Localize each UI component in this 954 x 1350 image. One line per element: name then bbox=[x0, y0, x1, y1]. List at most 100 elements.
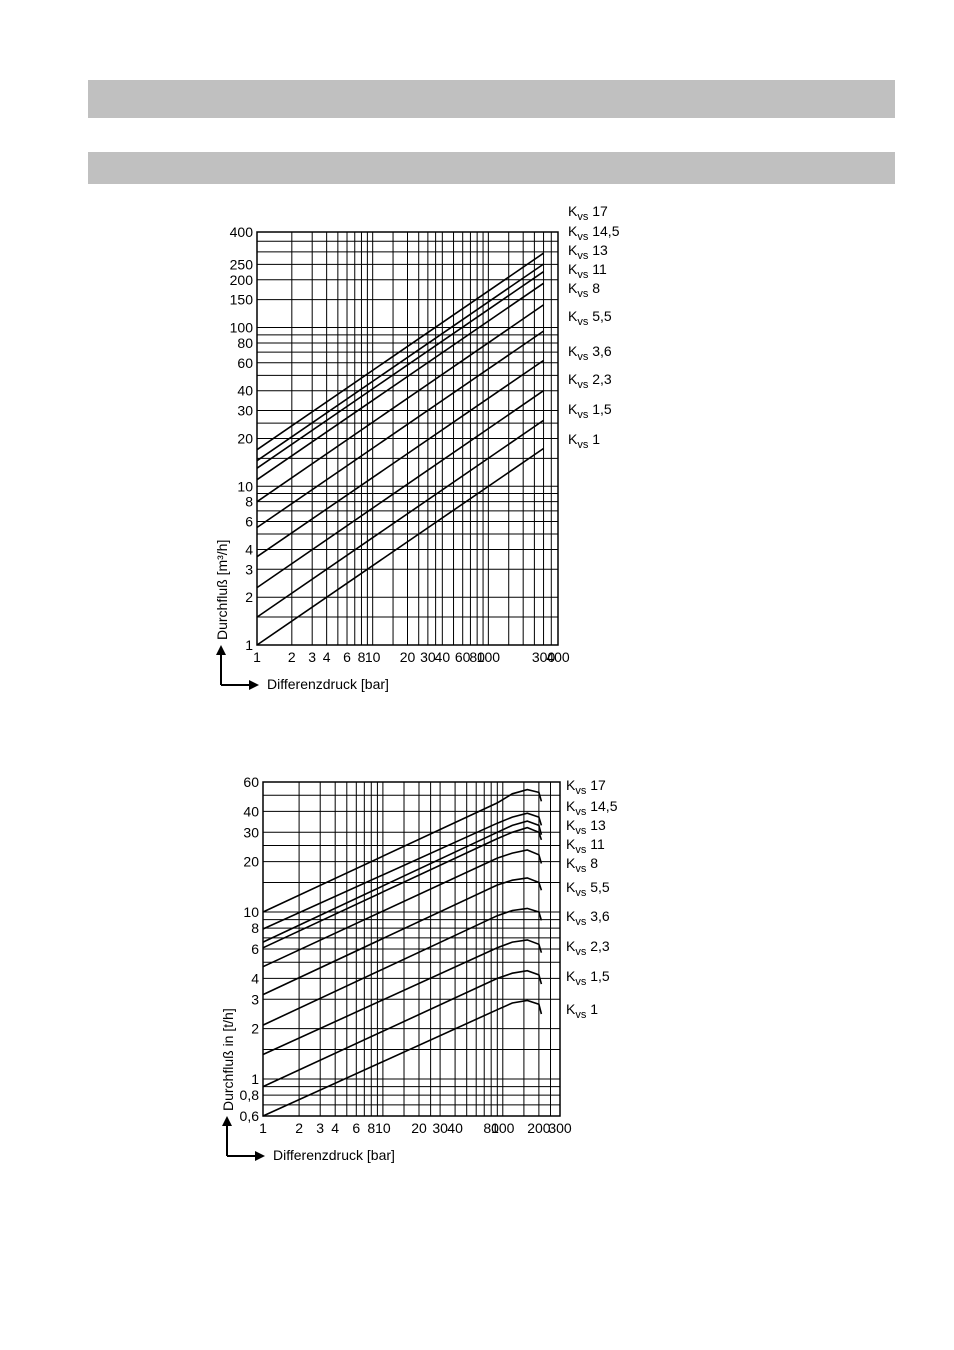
x-tick-label: 10 bbox=[365, 649, 381, 665]
x-tick-label: 1 bbox=[253, 649, 261, 665]
y-tick-label: 40 bbox=[243, 803, 259, 819]
x-axis-label: Differenzdruck [bar] bbox=[267, 676, 389, 692]
x-tick-label: 4 bbox=[331, 1120, 339, 1136]
x-tick-label: 100 bbox=[491, 1120, 515, 1136]
y-tick-label: 8 bbox=[245, 494, 253, 510]
y-axis-label: Durchfluß [m³/h] bbox=[214, 540, 230, 640]
series-line bbox=[256, 419, 544, 618]
series-label: Kvs 11 bbox=[566, 836, 605, 856]
y-tick-label: 10 bbox=[243, 904, 259, 920]
y-tick-label: 30 bbox=[243, 824, 259, 840]
y-tick-label: 20 bbox=[243, 854, 259, 870]
series-label: Kvs 1,5 bbox=[568, 401, 612, 421]
series-line bbox=[256, 359, 544, 558]
y-axis-label: Durchfluß in [t/h] bbox=[220, 1008, 236, 1111]
x-tick-label: 80 bbox=[483, 1120, 499, 1136]
arrow-right-head-icon bbox=[255, 1151, 265, 1161]
series-line bbox=[262, 877, 543, 996]
x-tick-label: 100 bbox=[477, 649, 501, 665]
x-tick-label: 30 bbox=[432, 1120, 448, 1136]
x-tick-label: 40 bbox=[447, 1120, 463, 1136]
y-tick-label: 40 bbox=[237, 383, 253, 399]
x-axis-label: Differenzdruck [bar] bbox=[273, 1147, 395, 1163]
x-tick-label: 400 bbox=[546, 649, 570, 665]
x-tick-label: 3 bbox=[308, 649, 316, 665]
series-label: Kvs 14,5 bbox=[568, 223, 620, 243]
y-tick-label: 10 bbox=[237, 478, 253, 494]
plot-frame bbox=[256, 231, 559, 646]
series-label: Kvs 3,6 bbox=[568, 343, 612, 363]
x-tick-label: 300 bbox=[532, 649, 556, 665]
x-tick-label: 40 bbox=[435, 649, 451, 665]
series-line bbox=[262, 849, 543, 968]
series-line bbox=[262, 907, 543, 1026]
series-line bbox=[262, 939, 543, 1056]
y-tick-label: 20 bbox=[237, 431, 253, 447]
series-line bbox=[256, 282, 544, 481]
x-tick-label: 2 bbox=[288, 649, 296, 665]
y-tick-label: 2 bbox=[245, 589, 253, 605]
series-line bbox=[262, 788, 543, 913]
header-bar bbox=[88, 80, 895, 118]
series-label: Kvs 8 bbox=[568, 280, 600, 300]
x-tick-label: 1 bbox=[259, 1120, 267, 1136]
series-label: Kvs 17 bbox=[568, 203, 608, 223]
x-tick-label: 30 bbox=[420, 649, 436, 665]
y-tick-label: 30 bbox=[237, 403, 253, 419]
y-tick-label: 1 bbox=[251, 1071, 259, 1087]
x-tick-label: 10 bbox=[375, 1120, 391, 1136]
series-label: Kvs 14,5 bbox=[566, 798, 618, 818]
x-tick-label: 6 bbox=[352, 1120, 360, 1136]
x-tick-label: 4 bbox=[323, 649, 331, 665]
y-tick-label: 60 bbox=[243, 774, 259, 790]
series-label: Kvs 13 bbox=[566, 817, 606, 837]
y-tick-label: 6 bbox=[251, 941, 259, 957]
series-line bbox=[262, 812, 543, 930]
plot-frame bbox=[262, 781, 561, 1117]
series-line bbox=[262, 820, 543, 943]
subheader-bar bbox=[88, 152, 895, 184]
y-tick-label: 250 bbox=[230, 256, 254, 272]
series-label: Kvs 11 bbox=[568, 261, 607, 281]
y-tick-label: 200 bbox=[230, 272, 254, 288]
y-tick-label: 100 bbox=[230, 320, 254, 336]
series-label: Kvs 1,5 bbox=[566, 968, 610, 988]
x-tick-label: 200 bbox=[527, 1120, 551, 1136]
y-tick-label: 6 bbox=[245, 513, 253, 529]
series-line bbox=[256, 252, 544, 451]
series-label: Kvs 17 bbox=[566, 777, 606, 797]
series-label: Kvs 1 bbox=[568, 431, 600, 451]
grid bbox=[262, 781, 561, 1117]
series-label: Kvs 1 bbox=[566, 1001, 598, 1021]
y-tick-label: 4 bbox=[251, 970, 259, 986]
x-tick-label: 2 bbox=[295, 1120, 303, 1136]
y-tick-label: 60 bbox=[237, 355, 253, 371]
y-tick-label: 80 bbox=[237, 335, 253, 351]
series-label: Kvs 2,3 bbox=[568, 371, 612, 391]
series-line bbox=[256, 271, 544, 469]
arrow-up-head-icon bbox=[222, 1116, 232, 1126]
series-label: Kvs 5,5 bbox=[568, 308, 612, 328]
y-tick-label: 0,8 bbox=[240, 1087, 260, 1103]
x-tick-label: 20 bbox=[411, 1120, 427, 1136]
arrow-up-head-icon bbox=[216, 645, 226, 655]
series-line bbox=[262, 999, 543, 1117]
series-line bbox=[262, 969, 543, 1088]
series-line bbox=[256, 390, 544, 589]
x-tick-label: 300 bbox=[548, 1120, 572, 1136]
y-tick-label: 2 bbox=[251, 1021, 259, 1037]
series-line bbox=[262, 826, 543, 949]
y-tick-label: 4 bbox=[245, 541, 253, 557]
series-label: Kvs 2,3 bbox=[566, 938, 610, 958]
x-tick-label: 3 bbox=[316, 1120, 324, 1136]
series-label: Kvs 8 bbox=[566, 855, 598, 875]
x-tick-label: 8 bbox=[367, 1120, 375, 1136]
series-label: Kvs 5,5 bbox=[566, 879, 610, 899]
y-tick-label: 8 bbox=[251, 920, 259, 936]
x-tick-label: 20 bbox=[400, 649, 416, 665]
series-line bbox=[256, 447, 544, 646]
y-tick-label: 3 bbox=[245, 561, 253, 577]
series-line bbox=[256, 263, 544, 462]
